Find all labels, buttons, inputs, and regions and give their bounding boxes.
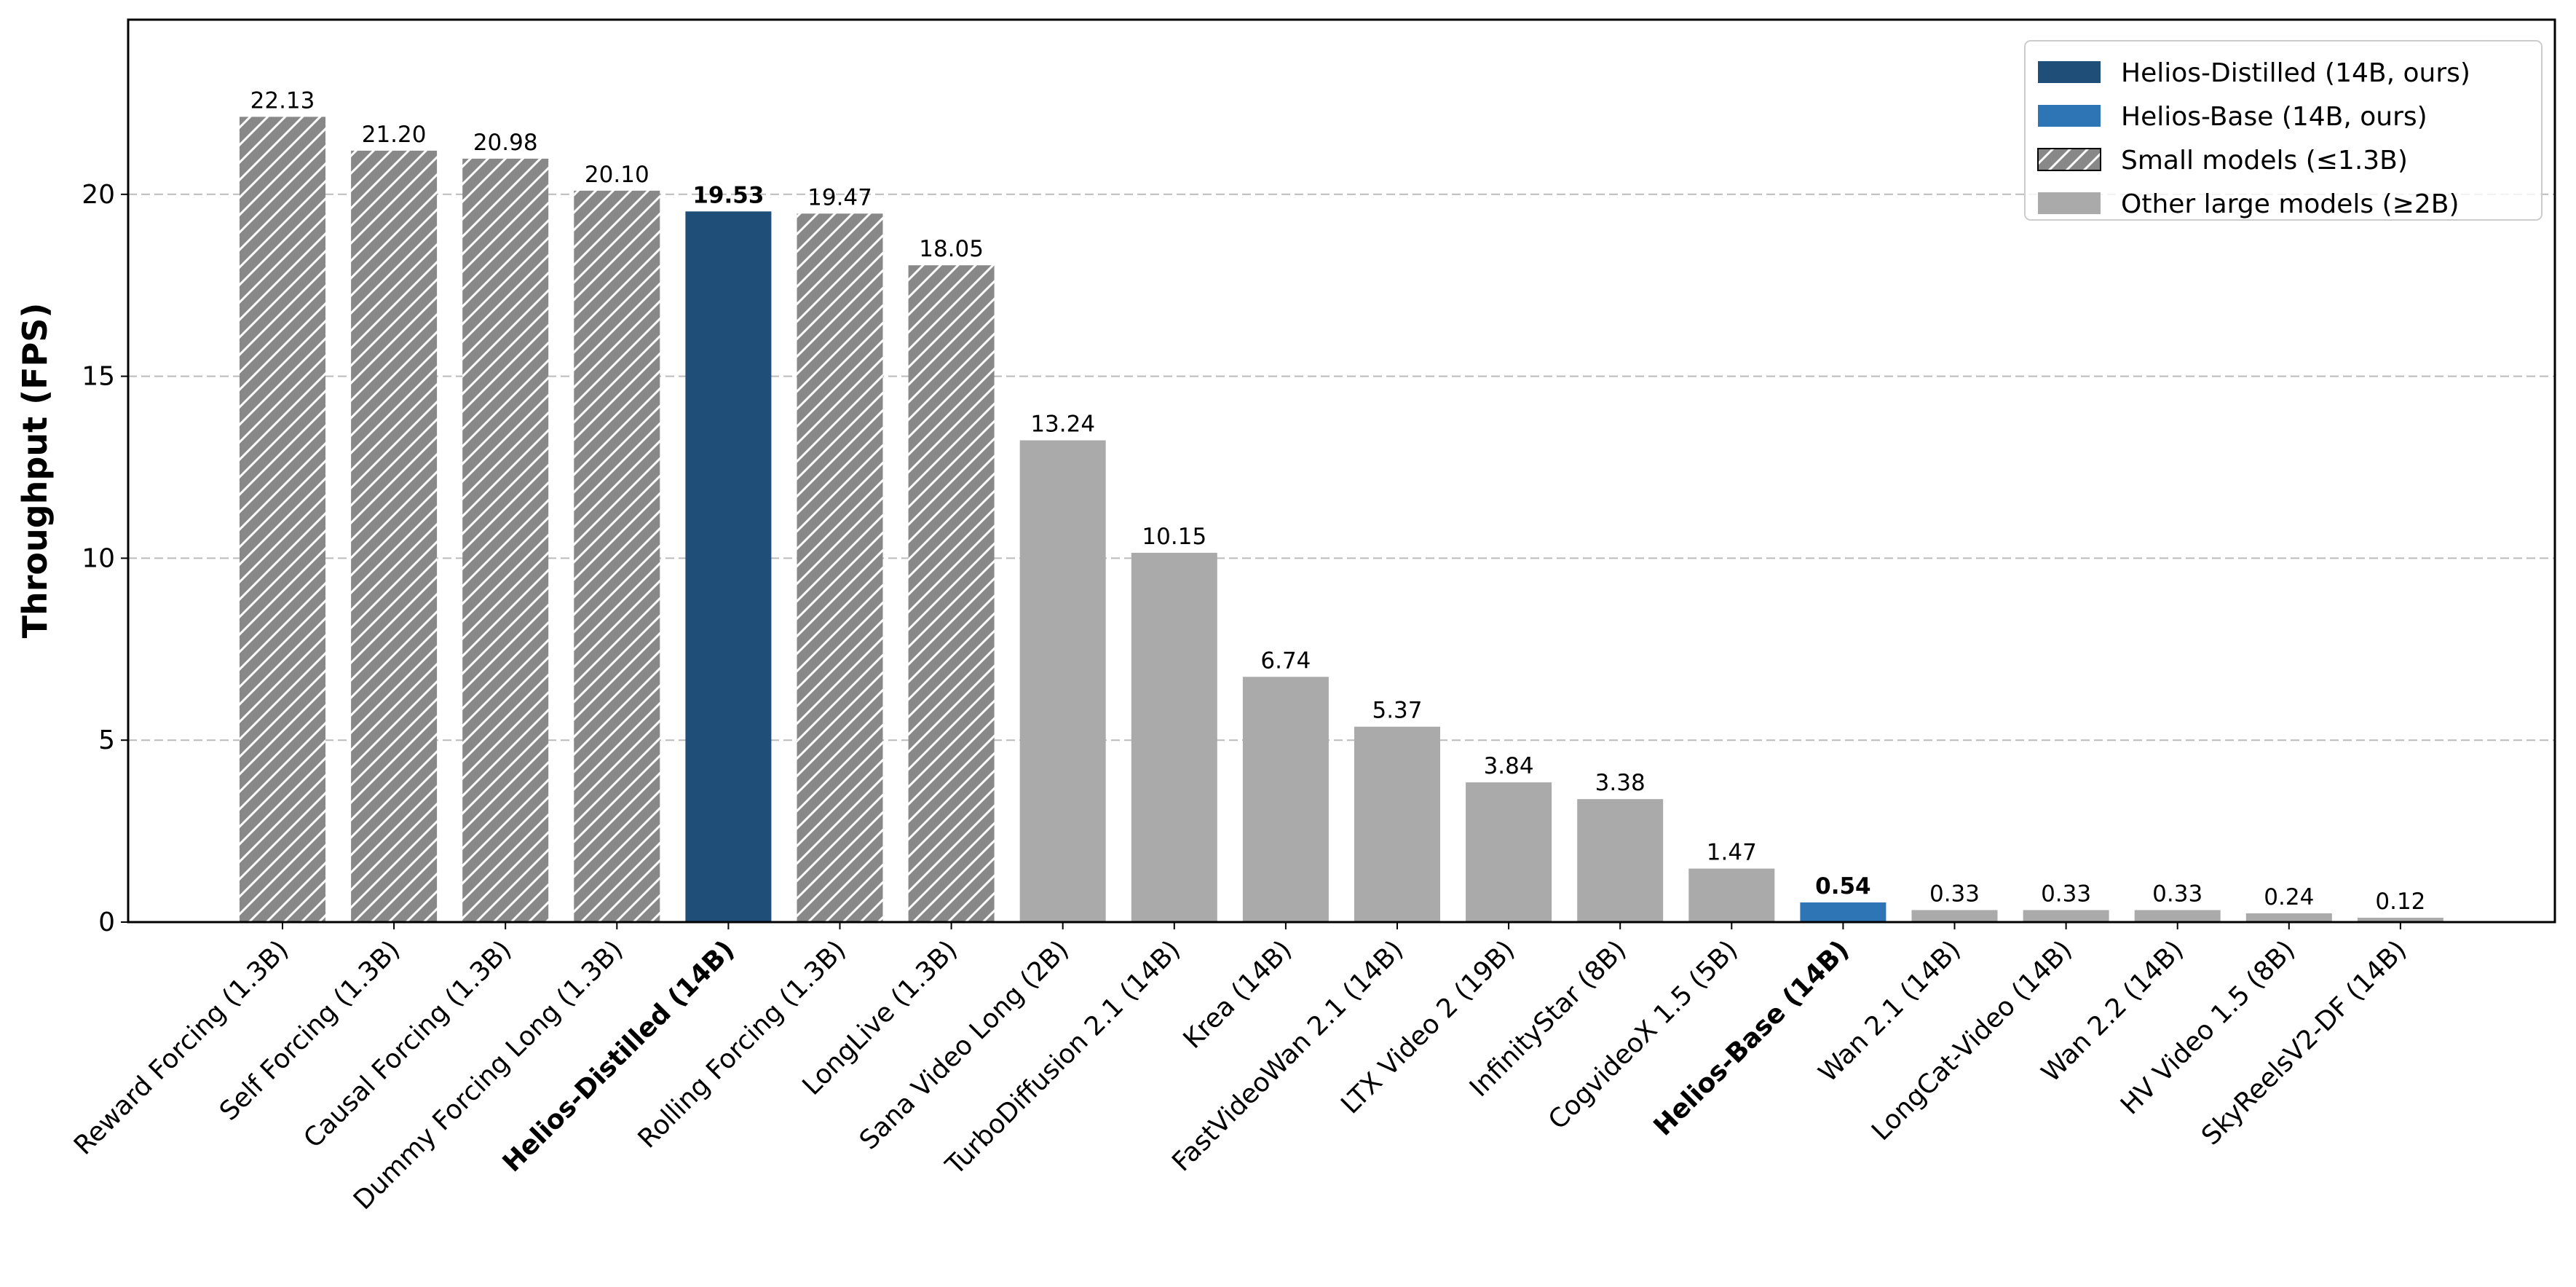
bar [1800, 902, 1886, 922]
value-label: 1.47 [1707, 840, 1757, 866]
bar [351, 150, 438, 922]
value-label: 6.74 [1260, 648, 1311, 674]
bar [1131, 552, 1217, 922]
x-tick-label: Sana Video Long (2B) [854, 934, 1075, 1155]
bar [1688, 868, 1775, 922]
value-label: 18.05 [919, 236, 984, 262]
y-tick-label: 10 [82, 543, 115, 573]
value-label: 0.33 [1929, 881, 1980, 908]
value-label: 22.13 [250, 87, 315, 114]
x-tick-label: Rolling Forcing (1.3B) [633, 934, 852, 1154]
legend-label: Helios-Distilled (14B, ours) [2121, 58, 2470, 88]
x-tick-label: Krea (14B) [1178, 934, 1298, 1055]
bar [1242, 677, 1329, 922]
x-tick-label: Self Forcing (1.3B) [214, 934, 406, 1126]
bar [1911, 910, 1998, 922]
value-label: 0.33 [2152, 881, 2202, 908]
value-label: 0.33 [2041, 881, 2091, 908]
x-tick-label: SkyReelsV2-DF (14B) [2196, 934, 2412, 1151]
value-label: 19.53 [692, 182, 764, 208]
value-label: 13.24 [1030, 412, 1095, 438]
value-label: 0.12 [2375, 889, 2425, 915]
x-tick-label: CogvideoX 1.5 (5B) [1543, 934, 1744, 1136]
value-label: 3.38 [1595, 770, 1645, 796]
x-tick-label: Reward Forcing (1.3B) [68, 934, 294, 1160]
x-tick-label: Helios-Distilled (14B) [497, 934, 740, 1178]
y-tick-label: 20 [82, 180, 115, 210]
x-tick-label: TurboDiffusion 2.1 (14B) [940, 934, 1186, 1181]
bar [797, 213, 883, 922]
bar [462, 158, 549, 923]
legend-label: Other large models (≥2B) [2121, 189, 2459, 219]
x-tick-label: FastVideoWan 2.1 (14B) [1166, 934, 1409, 1177]
y-tick-label: 0 [98, 908, 115, 937]
value-label: 5.37 [1372, 698, 1422, 724]
value-label: 21.20 [362, 122, 427, 148]
legend-swatch [2038, 192, 2101, 214]
x-tick-label: Causal Forcing (1.3B) [299, 934, 518, 1154]
legend-swatch [2038, 105, 2101, 127]
legend-label: Small models (≤1.3B) [2121, 146, 2408, 176]
bar [685, 211, 772, 923]
legend-swatch [2037, 148, 2101, 171]
plot-frame [127, 18, 2556, 924]
bar [2245, 913, 2332, 922]
legend-label: Helios-Base (14B, ours) [2121, 102, 2427, 132]
value-label: 3.84 [1484, 753, 1534, 779]
y-tick-label: 15 [82, 362, 115, 392]
bar [1577, 799, 1664, 922]
bar [240, 117, 325, 922]
x-tick-label: LongCat-Video (14B) [1866, 934, 2078, 1146]
value-label: 19.47 [807, 184, 872, 210]
legend-swatch [2038, 61, 2101, 83]
x-tick-label: Helios-Base (14B) [1648, 934, 1855, 1141]
bar [1019, 440, 1106, 922]
bar [908, 265, 995, 923]
legend-box [2024, 40, 2543, 221]
value-label: 0.54 [1815, 873, 1871, 900]
y-axis-label: Throughput (FPS) [15, 303, 55, 639]
bar [1354, 726, 1440, 922]
bar [574, 190, 660, 922]
bar [2023, 910, 2109, 922]
value-label: 10.15 [1142, 524, 1206, 550]
bar [2134, 910, 2221, 922]
value-label: 20.98 [473, 130, 538, 156]
value-label: 20.10 [585, 162, 649, 188]
bar [2357, 918, 2443, 922]
value-label: 0.24 [2264, 884, 2314, 910]
bar [1466, 782, 1552, 922]
y-tick-label: 5 [98, 725, 115, 755]
